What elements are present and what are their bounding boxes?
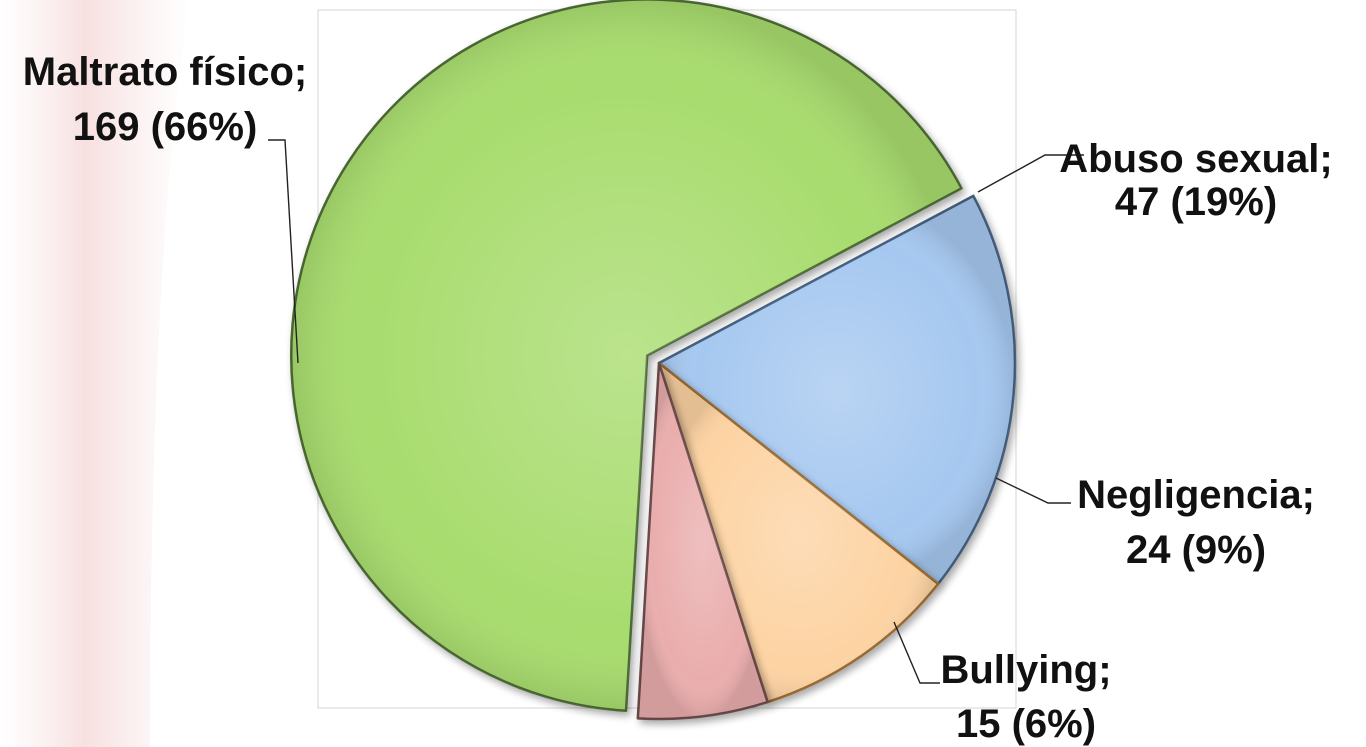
data-label-value: 47 (19%)	[1115, 180, 1277, 224]
slice-sheen	[659, 195, 1015, 584]
slice-sheen	[659, 363, 939, 703]
data-labels: Abuso sexual;47 (19%) Negligencia; 24 (9%)…	[23, 50, 1333, 746]
pie-slice-maltrato-f-sico	[290, 0, 963, 713]
leader-lines	[268, 139, 1084, 684]
slice-sheen	[637, 363, 768, 719]
data-label-category: Negligencia;	[1077, 473, 1315, 517]
slice-sheen	[291, 0, 962, 711]
pie-slice-negligencia	[657, 361, 940, 704]
background-stripe	[0, 0, 190, 747]
data-label-value: 169 (66%)	[73, 105, 258, 149]
data-label-category: Abuso sexual;	[1059, 137, 1332, 181]
leader-line	[893, 621, 940, 684]
pie-slice-abuso-sexual	[657, 194, 1017, 586]
data-label-category: Maltrato físico;	[23, 50, 307, 94]
data-label-value: 15 (6%)	[956, 702, 1096, 746]
leader-line	[977, 154, 1084, 193]
data-label-category: Bullying;	[940, 648, 1111, 692]
background-decor	[0, 0, 190, 747]
leader-line	[268, 139, 299, 364]
pie-slice-bullying	[636, 361, 769, 721]
pie-slices	[290, 0, 1017, 721]
leader-line	[995, 477, 1071, 504]
data-label-value: 24 (9%)	[1126, 528, 1266, 572]
